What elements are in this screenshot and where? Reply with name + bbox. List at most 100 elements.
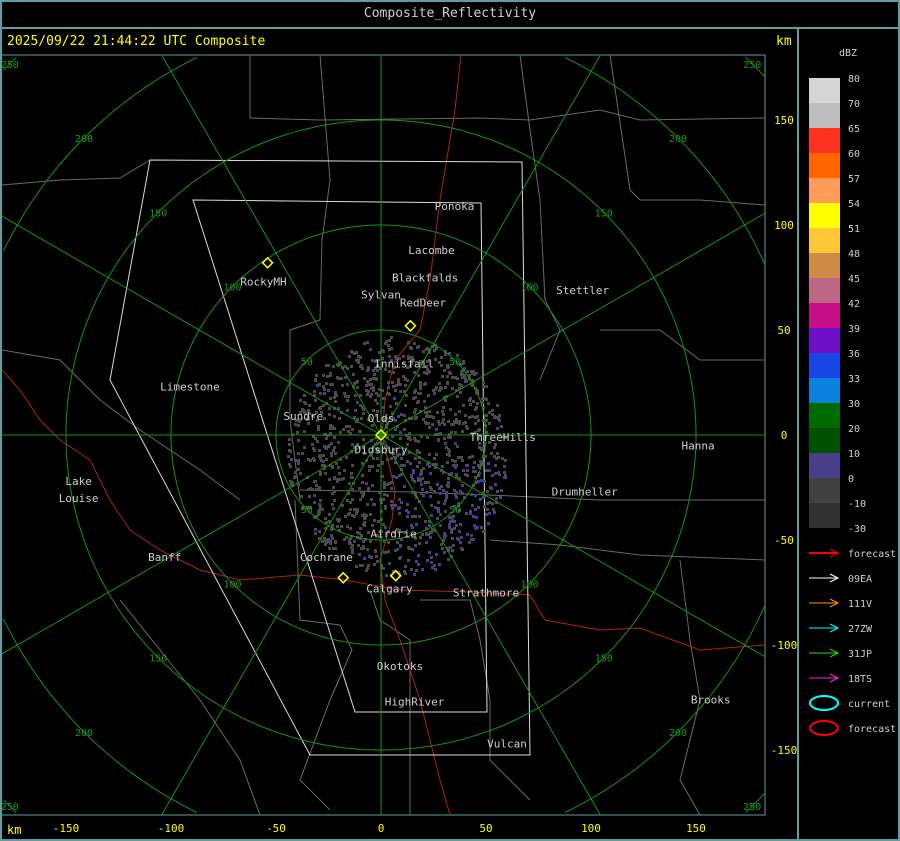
ring-label: 100	[223, 579, 241, 590]
echo-pixel	[407, 546, 410, 549]
echo-pixel	[462, 362, 465, 365]
x-tick-label: 100	[581, 822, 601, 835]
map-layer: 50 50 50 50 100 100 100 100 150 150 150 150 200 200 20…	[0, 54, 766, 816]
echo-pixel	[426, 368, 429, 371]
echo-pixel	[346, 409, 349, 412]
echo-pixel	[414, 537, 417, 540]
echo-pixel	[394, 389, 397, 392]
echo-pixel	[356, 401, 359, 404]
echo-pixel	[475, 372, 478, 375]
city-label: Drumheller	[552, 486, 619, 499]
echo-pixel	[313, 501, 316, 504]
echo-pixel	[365, 384, 368, 387]
echo-pixel	[417, 479, 420, 482]
track-legend-label: 27ZW	[848, 624, 873, 635]
echo-pixel	[371, 424, 374, 427]
echo-pixel	[385, 340, 388, 343]
echo-pixel	[472, 538, 475, 541]
echo-pixel	[441, 410, 444, 413]
echo-pixel	[362, 491, 365, 494]
county-boundary	[420, 599, 531, 801]
echo-pixel	[453, 489, 456, 492]
echo-pixel	[362, 493, 365, 496]
legend-label: 33	[848, 374, 860, 385]
echo-pixel	[348, 355, 351, 358]
echo-pixel	[426, 360, 429, 363]
echo-pixel	[411, 356, 414, 359]
echo-pixel	[474, 422, 477, 425]
radar-site-icon	[337, 571, 350, 584]
echo-pixel	[350, 535, 353, 538]
echo-pixel	[459, 541, 462, 544]
echo-pixel	[411, 478, 414, 481]
echo-pixel	[363, 557, 366, 560]
city-label: Blackfalds	[392, 272, 458, 285]
ring-label: 100	[223, 283, 241, 294]
echo-pixel	[316, 384, 319, 387]
range-ring	[564, 57, 766, 265]
echo-pixel	[398, 498, 401, 501]
echo-pixel	[414, 439, 417, 442]
echo-pixel	[365, 514, 368, 517]
echo-pixel	[377, 394, 380, 397]
ring-label: 50	[301, 357, 313, 368]
county-boundary	[679, 559, 701, 816]
echo-pixel	[361, 474, 364, 477]
echo-pixel	[462, 469, 465, 472]
echo-pixel	[419, 387, 422, 390]
echo-pixel	[478, 446, 481, 449]
echo-pixel	[313, 480, 316, 483]
echo-pixel	[462, 404, 465, 407]
echo-pixel	[494, 472, 497, 475]
echo-pixel	[320, 459, 323, 462]
echo-pixel	[325, 521, 328, 524]
echo-pixel	[430, 561, 433, 564]
x-tick-label: 0	[378, 822, 385, 835]
x-tick-label: -50	[266, 822, 286, 835]
echo-pixel	[334, 547, 337, 550]
echo-pixel	[398, 474, 401, 477]
echo-pixel	[308, 404, 311, 407]
echo-pixel	[396, 528, 399, 531]
echo-pixel	[487, 522, 490, 525]
echo-pixel	[361, 481, 364, 484]
echo-pixel	[477, 480, 480, 483]
echo-pixel	[470, 538, 473, 541]
echo-pixel	[482, 406, 485, 409]
echo-pixel	[331, 492, 334, 495]
echo-pixel	[332, 507, 335, 510]
echo-pixel	[435, 347, 438, 350]
echo-pixel	[421, 568, 424, 571]
county-boundary	[249, 55, 766, 121]
echo-pixel	[308, 495, 311, 498]
echo-pixel	[445, 446, 448, 449]
echo-pixel	[473, 524, 476, 527]
echo-pixel	[474, 416, 477, 419]
echo-pixel	[353, 446, 356, 449]
ring-label: 50	[301, 505, 313, 516]
echo-pixel	[375, 555, 378, 558]
echo-pixel	[297, 452, 300, 455]
echo-pixel	[466, 427, 469, 430]
echo-pixel	[410, 568, 413, 571]
echo-pixel	[486, 508, 489, 511]
echo-pixel	[343, 392, 346, 395]
echo-pixel	[428, 410, 431, 413]
echo-pixel	[468, 374, 471, 377]
echo-pixel	[397, 381, 400, 384]
echo-pixel	[496, 404, 499, 407]
echo-pixel	[376, 369, 379, 372]
echo-pixel	[433, 529, 436, 532]
echo-pixel	[458, 422, 461, 425]
echo-pixel	[291, 481, 294, 484]
echo-pixel	[372, 389, 375, 392]
echo-pixel	[501, 457, 504, 460]
arrowhead-icon	[829, 598, 840, 608]
echo-pixel	[383, 551, 386, 554]
echo-pixel	[413, 391, 416, 394]
echo-pixel	[444, 386, 447, 389]
echo-pixel	[444, 353, 447, 356]
echo-pixel	[333, 436, 336, 439]
echo-pixel	[444, 499, 447, 502]
